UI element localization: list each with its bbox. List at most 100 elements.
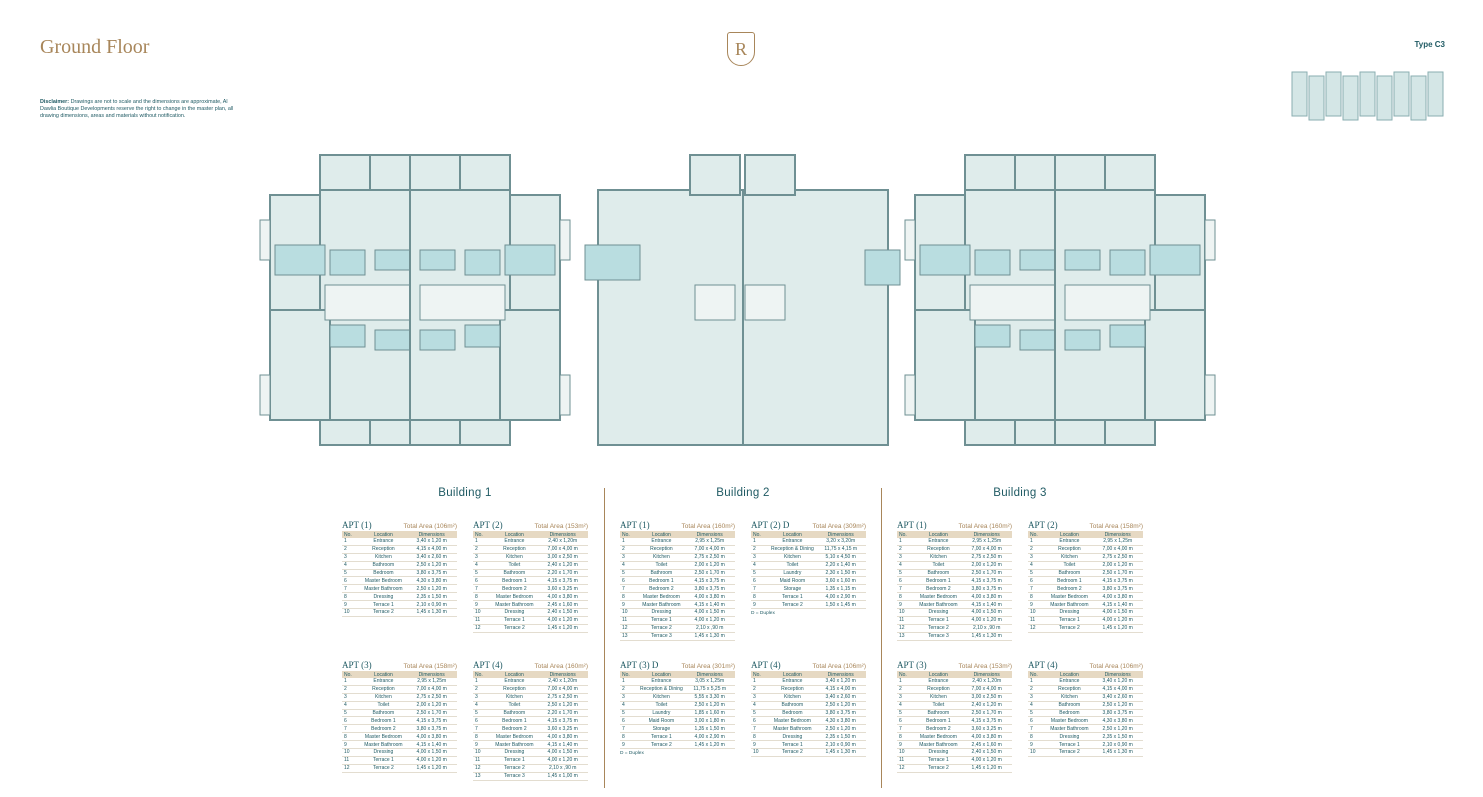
table-cell: Entrance (1046, 678, 1093, 686)
table-cell: 7 (473, 584, 492, 594)
table-row: 9 Master Bathroom 4,15 x 1,40 m (342, 740, 457, 750)
table-cell: Terrace 1 (638, 616, 685, 625)
table-row: 7 Bedroom 2 3,60 x 3,25 m (897, 724, 1012, 734)
column-header: No. (342, 531, 361, 538)
table-cell: Bathroom (491, 709, 538, 718)
table-cell: Terrace 2 (915, 764, 962, 773)
table-cell: 4,30 x 3,80 m (1092, 716, 1143, 726)
table-row: 6 Maid Room 3,60 x 1,60 m (751, 576, 866, 586)
plan-shape (1149, 244, 1201, 276)
table-cell: Master Bedroom (915, 592, 962, 602)
header-row: No. Location Dimensions (751, 671, 866, 678)
table-cell: Terrace 1 (769, 740, 816, 750)
plan-shape (1342, 75, 1359, 121)
plan-shape (1144, 309, 1206, 421)
table-cell: 11,75 x 5,25 m (684, 685, 735, 694)
table-row: 2 Reception 7,00 x 4,00 m (620, 545, 735, 554)
table-row: 2 Reception 4,15 x 4,00 m (1028, 685, 1143, 694)
table-cell: 3,40 x 1,20 m (815, 678, 866, 686)
table-cell: Terrace 1 (1046, 616, 1093, 625)
table-row: 3 Kitchen 2,75 x 2,50 m (1028, 553, 1143, 562)
table-row: 8 Master Bedroom 4,00 x 3,80 m (620, 592, 735, 602)
apartment-area: Total Area (158m²) (403, 663, 457, 670)
table-cell: 5 (620, 709, 639, 718)
plan-shape (324, 284, 411, 321)
table-cell: 5 (473, 569, 492, 578)
plan-shape (1109, 249, 1146, 276)
column-header: Location (1046, 671, 1093, 678)
table-cell: 2 (620, 545, 639, 554)
table-cell: 13 (897, 632, 916, 641)
dimension-table: No. Location Dimensions 1 Entrance 3,40 x 1,2… (751, 671, 866, 757)
table-cell: 7,00 x 4,00 m (961, 545, 1012, 554)
table-cell: Master Bathroom (491, 740, 538, 750)
table-cell: 9 (342, 740, 361, 750)
table-cell: 1 (473, 678, 492, 686)
table-cell: 2,20 x 1,40 m (815, 561, 866, 570)
table-row: 4 Toilet 2,00 x 1,20 m (620, 561, 735, 570)
table-cell: Terrace 2 (491, 764, 538, 773)
column-header: No. (620, 531, 639, 538)
apartment-title: APT (1) (620, 520, 650, 530)
table-cell: Kitchen (915, 693, 962, 702)
table-cell: 2,50 x 1,20 m (815, 724, 866, 734)
table-cell: 4,00 x 1,50 m (684, 608, 735, 617)
table-cell: 2,10 x 0,90 m (1092, 740, 1143, 750)
table-cell: 2,50 x 1,20 m (537, 701, 588, 710)
table-cell: 12 (620, 624, 639, 633)
table-row: 8 Master Bedroom 4,00 x 3,80 m (897, 592, 1012, 602)
table-cell: 2,45 x 1,60 m (961, 740, 1012, 750)
table-cell: Dressing (915, 748, 962, 757)
apartment-area: Total Area (160m²) (681, 523, 735, 530)
table-cell: Entrance (1046, 538, 1093, 546)
table-cell: 8 (1028, 732, 1047, 742)
column-header: Dimensions (1092, 671, 1143, 678)
table-row: 1 Entrance 2,40 x 1,20m (473, 678, 588, 686)
table-cell: Toilet (915, 561, 962, 570)
table-cell: 4 (751, 561, 770, 570)
table-cell: Master Bathroom (638, 600, 685, 610)
table-cell: Master Bedroom (769, 716, 816, 726)
table-cell: 10 (1028, 608, 1047, 617)
table-row: 8 Master Bedroom 4,00 x 3,80 m (473, 592, 588, 602)
table-cell: 6 (342, 716, 361, 726)
table-cell: Master Bathroom (360, 740, 407, 750)
table-cell: Terrace 1 (1046, 740, 1093, 750)
apartment-header: APT (4) Total Area (160m²) (473, 660, 588, 671)
table-row: 8 Dressing 2,35 x 1,50 m (751, 732, 866, 742)
column-header: Dimensions (815, 531, 866, 538)
column-header: Dimensions (684, 671, 735, 678)
table-cell: Bedroom 1 (638, 576, 685, 586)
table-cell: 1,45 x 1,20 m (406, 764, 457, 773)
table-cell: 1 (751, 678, 770, 686)
table-cell: Reception (360, 685, 407, 694)
table-cell: Terrace 2 (360, 764, 407, 773)
table-row: 6 Bedroom 1 4,15 x 3,75 m (342, 716, 457, 726)
dimension-table: No. Location Dimensions 1 Entrance 2,40 x 1,2… (473, 671, 588, 781)
table-row: 5 Bathroom 2,20 x 1,70 m (473, 709, 588, 718)
table-cell: 7,00 x 4,00 m (1092, 545, 1143, 554)
disclaimer-label: Disclaimer: (40, 99, 70, 105)
table-cell: 6 (620, 716, 639, 726)
table-cell: 3 (1028, 693, 1047, 702)
table-cell: 6 (897, 716, 916, 726)
table-cell: 2 (751, 685, 770, 694)
table-cell: 4 (1028, 701, 1047, 710)
table-cell: 7 (620, 724, 639, 734)
table-cell: Toilet (1046, 561, 1093, 570)
table-cell: 4,30 x 3,80 m (406, 576, 457, 586)
table-cell: 3,60 x 1,60 m (815, 576, 866, 586)
apartment-title: APT (4) (1028, 660, 1058, 670)
apartment-header: APT (2) D Total Area (309m²) (751, 520, 866, 531)
table-cell: 8 (342, 732, 361, 742)
table-cell: 4,00 x 1,20 m (406, 756, 457, 765)
table-row: 12 Terrace 2 1,45 x 1,20 m (473, 624, 588, 633)
table-cell: Master Bathroom (491, 600, 538, 610)
table-cell: 7,00 x 4,00 m (537, 685, 588, 694)
table-cell: 2,00 x 1,20 m (961, 561, 1012, 570)
table-cell: Entrance (638, 538, 685, 546)
plan-shape (1410, 75, 1427, 121)
table-cell: Master Bedroom (360, 732, 407, 742)
table-cell: Bedroom 2 (360, 724, 407, 734)
table-cell: Master Bedroom (638, 592, 685, 602)
